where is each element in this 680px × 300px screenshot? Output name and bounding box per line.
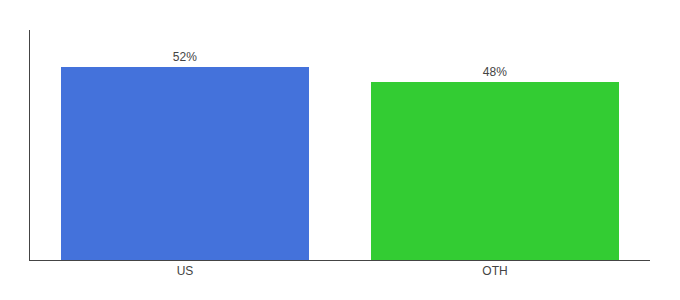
svg-text:OTH: OTH xyxy=(482,264,507,278)
svg-text:48%: 48% xyxy=(483,65,507,79)
svg-text:US: US xyxy=(177,264,194,278)
svg-text:52%: 52% xyxy=(173,50,197,64)
